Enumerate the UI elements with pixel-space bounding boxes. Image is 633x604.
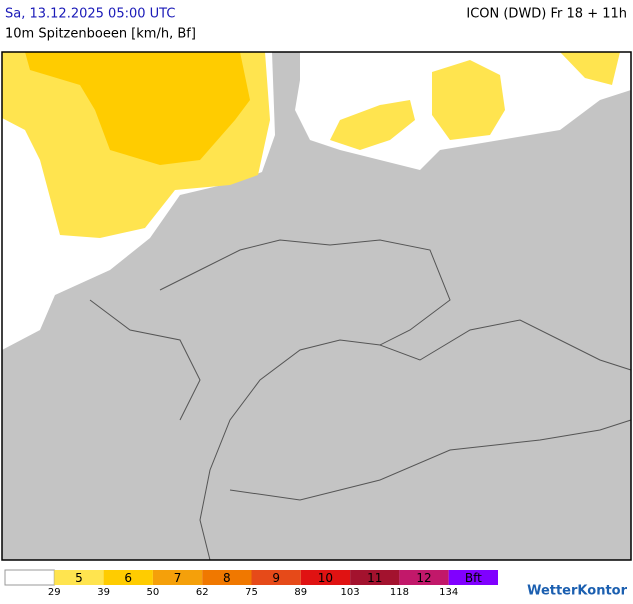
legend-threshold: 62 (196, 587, 209, 598)
border (159, 239, 451, 561)
legend-threshold: 118 (390, 587, 409, 598)
legend-swatch (448, 570, 498, 585)
timestamp: Sa, 13.12.2025 05:00 UTC (5, 7, 175, 22)
legend-swatch (399, 570, 449, 585)
map-frame (1, 51, 632, 561)
map (1, 51, 632, 561)
legend-label: 10 (318, 571, 333, 585)
legend-threshold: 134 (439, 587, 458, 598)
legend-label: Bft (465, 571, 482, 585)
legend-label: 6 (124, 571, 132, 585)
legend-label: 11 (367, 571, 382, 585)
legend-threshold: 103 (341, 587, 360, 598)
legend-threshold: 29 (48, 587, 61, 598)
legend-label: 8 (223, 571, 231, 585)
legend-label: 12 (416, 571, 431, 585)
model-run: ICON (DWD) Fr 18 + 11h (466, 7, 627, 22)
legend-swatch (54, 570, 104, 585)
border (379, 319, 632, 371)
brand-logo: WetterKontor (527, 584, 628, 599)
border (89, 299, 201, 421)
gust-area-5 (432, 60, 505, 140)
legend-swatch (202, 570, 252, 585)
legend-label: 5 (75, 571, 83, 585)
legend-swatch (152, 570, 203, 585)
subtitle: 10m Spitzenboeen [km/h, Bf] (5, 27, 196, 42)
legend-label: 7 (174, 571, 182, 585)
legend-label: 9 (272, 571, 280, 585)
legend-swatch (300, 570, 351, 585)
legend-swatch (350, 570, 400, 585)
legend-threshold: 89 (294, 587, 307, 598)
legend-threshold: 50 (147, 587, 160, 598)
legend-swatch (103, 570, 153, 585)
legend-threshold: 39 (97, 587, 110, 598)
gust-area-5 (330, 100, 415, 150)
legend-swatch (4, 569, 55, 586)
gust-area-6 (25, 52, 250, 165)
legend-swatch (251, 570, 301, 585)
gust-area-5 (560, 52, 620, 85)
legend-threshold: 75 (245, 587, 258, 598)
border (229, 419, 632, 501)
